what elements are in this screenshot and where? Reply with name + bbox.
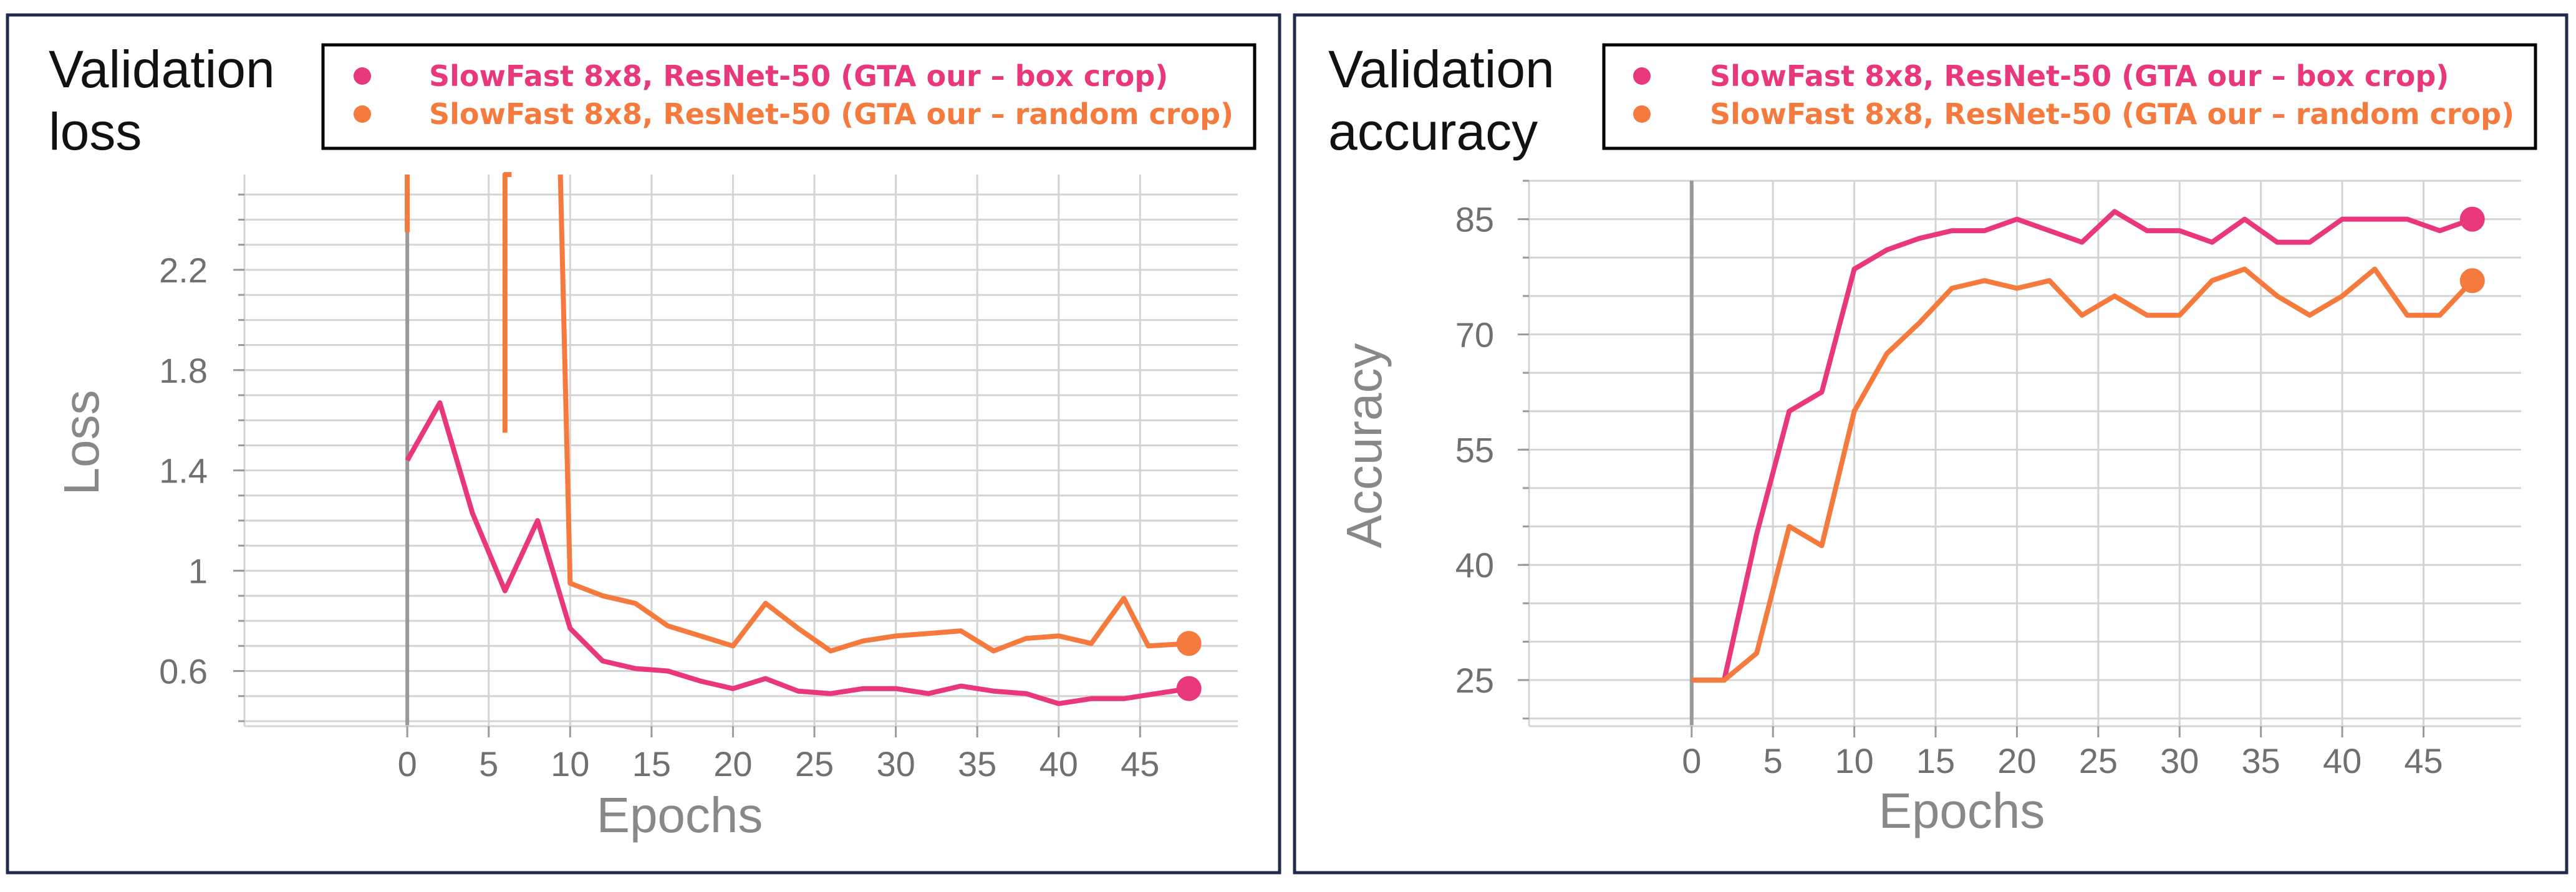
loss-x-tick-label: 40 [1040, 744, 1078, 784]
loss-series [405, 172, 1202, 706]
accuracy-legend-marker-box-crop [1633, 67, 1651, 85]
loss-x-tick-label: 10 [551, 744, 589, 784]
accuracy-x-tick-label: 25 [2079, 741, 2118, 780]
loss-y-axis: 0.6 1 1.4 1.8 2.2 [159, 193, 244, 722]
accuracy-x-tick-label: 15 [1916, 741, 1955, 780]
accuracy-x-tick-label: 5 [1763, 741, 1783, 780]
loss-series-line-box-crop [405, 400, 1190, 706]
loss-x-tick-label: 5 [479, 744, 498, 784]
accuracy-legend-label-random-crop: SlowFast 8x8, ResNet-50 (GTA our – rando… [1710, 97, 2514, 131]
accuracy-x-tick-label: 30 [2160, 741, 2199, 780]
accuracy-x-tick-label: 45 [2404, 741, 2443, 780]
loss-grid [243, 175, 1238, 727]
loss-series-line-random-crop [405, 172, 1189, 654]
loss-legend-marker-box-crop [354, 67, 371, 85]
accuracy-legend-box [1602, 43, 2537, 150]
loss-series-endpoint-box-crop [1176, 676, 1202, 701]
loss-y-tick-label: 1 [188, 552, 208, 591]
accuracy-x-tick-label: 35 [2242, 741, 2280, 780]
loss-y-tick-label: 1.4 [159, 451, 208, 491]
loss-legend-label-box-crop: SlowFast 8x8, ResNet-50 (GTA our – box c… [429, 59, 1168, 93]
accuracy-legend-marker-random-crop [1633, 105, 1651, 123]
loss-panel-title-line1: Validation [49, 40, 275, 98]
loss-panel-title-line2: loss [49, 102, 142, 161]
loss-x-tick-label: 45 [1121, 744, 1159, 784]
accuracy-y-tick-label: 25 [1455, 661, 1494, 700]
loss-y-axis-label: Loss [54, 390, 109, 496]
accuracy-y-axis-label: Accuracy [1336, 343, 1392, 549]
loss-x-tick-label: 0 [398, 744, 417, 784]
loss-x-tick-label: 35 [958, 744, 996, 784]
loss-x-tick-label: 25 [795, 744, 834, 784]
loss-x-axis-label: Epochs [597, 787, 763, 843]
accuracy-x-tick-label: 10 [1835, 741, 1873, 780]
accuracy-y-tick-label: 40 [1455, 545, 1494, 585]
loss-legend-label-random-crop: SlowFast 8x8, ResNet-50 (GTA our – rando… [429, 97, 1233, 131]
accuracy-x-tick-label: 0 [1682, 741, 1701, 780]
loss-y-tick-label: 1.8 [159, 351, 208, 390]
loss-x-axis: 0 5 10 15 20 25 30 35 40 45 [398, 726, 1159, 784]
accuracy-x-tick-label: 20 [1997, 741, 2036, 780]
accuracy-series-line-box-crop [1691, 209, 2474, 683]
accuracy-panel-frame [1293, 13, 2569, 875]
loss-legend: SlowFast 8x8, ResNet-50 (GTA our – box c… [321, 43, 1257, 150]
loss-panel-frame [6, 13, 1281, 875]
accuracy-panel-title-line1: Validation [1328, 40, 1555, 98]
accuracy-y-tick-label: 55 [1455, 430, 1494, 469]
accuracy-x-axis-label: Epochs [1879, 783, 2045, 838]
accuracy-panel: Validation accuracy 25 40 55 70 85 0 5 10 15 20 2… [1293, 13, 2569, 875]
accuracy-series [1691, 206, 2485, 683]
loss-y-tick-label: 2.2 [159, 251, 208, 290]
accuracy-y-axis: 25 40 55 70 85 [1455, 180, 1529, 720]
accuracy-series-endpoint-random-crop [2459, 268, 2485, 294]
accuracy-x-tick-label: 40 [2323, 741, 2361, 780]
accuracy-legend-label-box-crop: SlowFast 8x8, ResNet-50 (GTA our – box c… [1710, 59, 2449, 93]
accuracy-legend: SlowFast 8x8, ResNet-50 (GTA our – box c… [1602, 43, 2537, 150]
accuracy-x-axis: 0 5 10 15 20 25 30 35 40 45 [1682, 726, 2443, 780]
loss-y-tick-label: 0.6 [159, 652, 208, 691]
accuracy-y-tick-label: 70 [1455, 315, 1494, 354]
loss-series-endpoint-random-crop [1176, 631, 1202, 656]
loss-legend-marker-random-crop [354, 105, 371, 123]
accuracy-y-tick-label: 85 [1455, 200, 1494, 239]
loss-x-tick-label: 15 [632, 744, 671, 784]
accuracy-series-line-random-crop [1691, 266, 2474, 683]
loss-panel: Validation loss 0.6 1 1.4 1.8 2.2 0 5 10 15 20 25… [6, 13, 1281, 875]
loss-x-tick-label: 20 [713, 744, 752, 784]
loss-legend-box [321, 43, 1257, 150]
accuracy-panel-title-line2: accuracy [1328, 102, 1538, 161]
accuracy-series-endpoint-box-crop [2459, 206, 2485, 232]
loss-x-tick-label: 30 [876, 744, 915, 784]
